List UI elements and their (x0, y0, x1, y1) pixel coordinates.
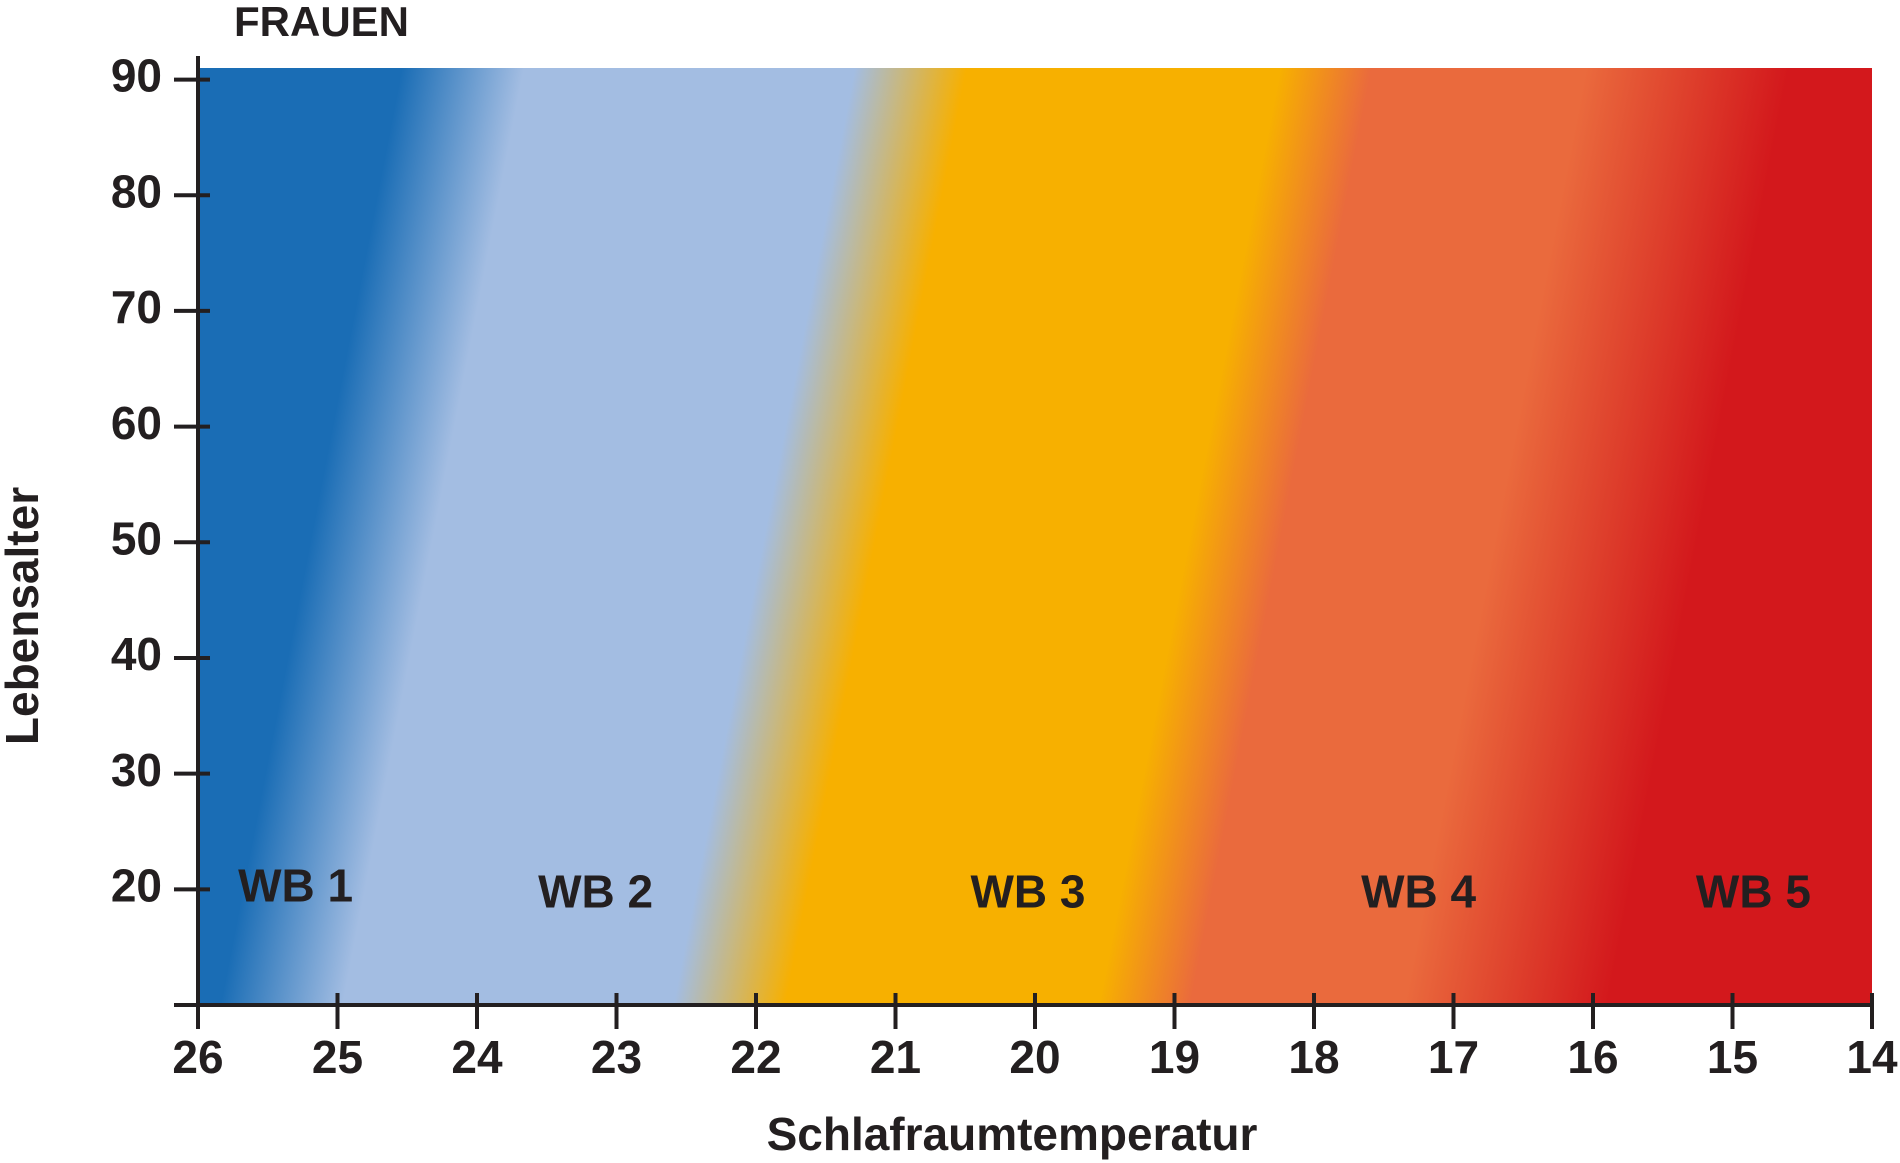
y-tick-label: 20 (111, 859, 162, 911)
y-tick-label: 70 (111, 281, 162, 333)
x-tick-label: 15 (1707, 1031, 1758, 1083)
y-tick-label: 30 (111, 744, 162, 796)
zone-label-2: WB 2 (538, 865, 653, 917)
x-tick-label: 18 (1288, 1031, 1339, 1083)
y-tick-label: 50 (111, 512, 162, 564)
x-axis-label: Schlafraumtemperatur (767, 1108, 1258, 1160)
x-tick-label: 21 (870, 1031, 921, 1083)
y-axis-label: Lebensalter (0, 487, 48, 745)
x-tick-label: 23 (591, 1031, 642, 1083)
color-gradient (198, 68, 1872, 1005)
x-tick-label: 19 (1149, 1031, 1200, 1083)
plot-area (198, 68, 1872, 1005)
zone-label-5: WB 5 (1696, 865, 1811, 917)
zone-label-3: WB 3 (971, 865, 1086, 917)
y-tick-label: 80 (111, 165, 162, 217)
zone-label-4: WB 4 (1361, 865, 1476, 917)
zone-labels: WB 1 WB 2 WB 3 WB 4 WB 5 (238, 859, 1811, 917)
x-tick-label: 22 (730, 1031, 781, 1083)
x-tick-label: 16 (1567, 1031, 1618, 1083)
x-tick-label: 17 (1428, 1031, 1479, 1083)
y-tick-label: 90 (111, 50, 162, 102)
x-tick-label: 14 (1846, 1031, 1898, 1083)
x-tick-label: 24 (451, 1031, 503, 1083)
zone-label-1: WB 1 (238, 859, 353, 911)
y-tick-label: 60 (111, 397, 162, 449)
axes: 26 25 24 23 22 21 20 19 18 17 16 15 14 20 30 40 50 60 70 80… (111, 50, 1898, 1083)
x-tick-label: 25 (312, 1031, 363, 1083)
x-tick-label: 20 (1009, 1031, 1060, 1083)
chart-title: FRAUEN (234, 0, 409, 45)
y-tick-label: 40 (111, 628, 162, 680)
x-tick-label: 26 (172, 1031, 223, 1083)
